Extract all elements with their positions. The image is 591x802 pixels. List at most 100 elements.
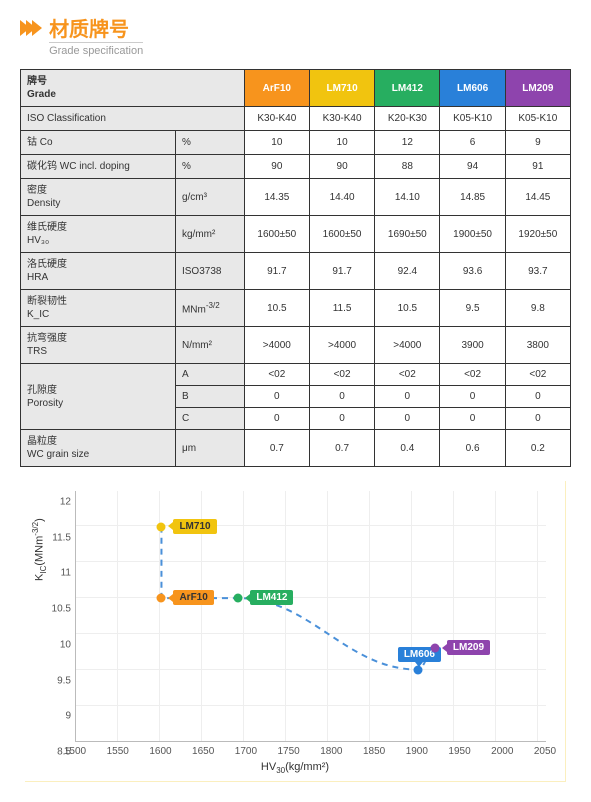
- y-tick: 12: [25, 497, 71, 508]
- value-cell: <02: [505, 364, 570, 386]
- value-cell: 3800: [505, 327, 570, 364]
- y-tick: 10.5: [25, 604, 71, 615]
- unit-cell: μm: [175, 430, 244, 467]
- y-tick: 11.5: [25, 532, 71, 543]
- y-tick: 10: [25, 639, 71, 650]
- unit-cell: ISO3738: [175, 253, 244, 290]
- value-cell: 9: [505, 131, 570, 155]
- row-label: 维氏硬度HV₃₀: [21, 216, 176, 253]
- row-label: 碳化钨 WC incl. doping: [21, 155, 176, 179]
- value-cell: <02: [375, 364, 440, 386]
- chart-marker: [157, 594, 166, 603]
- row-label: ISO Classification: [21, 107, 245, 131]
- col-head-arf10: ArF10: [244, 70, 309, 107]
- value-cell: 0: [440, 386, 505, 408]
- chart-point-label: LM209: [447, 640, 490, 655]
- value-cell: 0.4: [375, 430, 440, 467]
- chart-point-label: LM412: [250, 590, 293, 605]
- x-tick: 1800: [320, 746, 342, 757]
- value-cell: 0: [244, 408, 309, 430]
- value-cell: 90: [244, 155, 309, 179]
- value-cell: 0: [505, 386, 570, 408]
- value-cell: >4000: [375, 327, 440, 364]
- x-tick: 1600: [149, 746, 171, 757]
- value-cell: 0.6: [440, 430, 505, 467]
- value-cell: 14.10: [375, 179, 440, 216]
- value-cell: 3900: [440, 327, 505, 364]
- y-tick: 9.5: [25, 675, 71, 686]
- value-cell: 6: [440, 131, 505, 155]
- value-cell: 0: [244, 386, 309, 408]
- value-cell: 94: [440, 155, 505, 179]
- value-cell: 12: [375, 131, 440, 155]
- value-cell: 91: [505, 155, 570, 179]
- row-label: 晶粒度WC grain size: [21, 430, 176, 467]
- value-cell: K05-K10: [505, 107, 570, 131]
- unit-cell: g/cm³: [175, 179, 244, 216]
- x-tick: 2050: [534, 746, 556, 757]
- value-cell: 90: [309, 155, 374, 179]
- col-head-lm606: LM606: [440, 70, 505, 107]
- value-cell: 14.35: [244, 179, 309, 216]
- value-cell: 0.7: [244, 430, 309, 467]
- row-label: 钴 Co: [21, 131, 176, 155]
- chart-marker: [234, 594, 243, 603]
- value-cell: 0: [375, 386, 440, 408]
- value-cell: K30-K40: [244, 107, 309, 131]
- row-label: 洛氏硬度HRA: [21, 253, 176, 290]
- value-cell: 10.5: [244, 290, 309, 327]
- value-cell: <02: [440, 364, 505, 386]
- chart-x-label: HV30(kg/mm²): [25, 761, 565, 775]
- unit-cell: %: [175, 155, 244, 179]
- value-cell: 0: [375, 408, 440, 430]
- value-cell: 10: [244, 131, 309, 155]
- value-cell: 92.4: [375, 253, 440, 290]
- row-label: 密度Density: [21, 179, 176, 216]
- value-cell: 1900±50: [440, 216, 505, 253]
- chevron-icon: [20, 20, 38, 39]
- row-label: 断裂韧性K_IC: [21, 290, 176, 327]
- value-cell: 0: [309, 408, 374, 430]
- value-cell: 0: [440, 408, 505, 430]
- section-header: 材质牌号 Grade specification: [20, 20, 571, 57]
- value-cell: <02: [244, 364, 309, 386]
- chart-marker: [157, 522, 166, 531]
- porosity-key: A: [175, 364, 244, 386]
- porosity-key: C: [175, 408, 244, 430]
- unit-cell: N/mm²: [175, 327, 244, 364]
- value-cell: 0.7: [309, 430, 374, 467]
- grade-spec-table: 牌号 Grade ArF10 LM710 LM412 LM606 LM209 I…: [20, 69, 571, 467]
- value-cell: 0.2: [505, 430, 570, 467]
- value-cell: 93.6: [440, 253, 505, 290]
- value-cell: 11.5: [309, 290, 374, 327]
- porosity-key: B: [175, 386, 244, 408]
- value-cell: 1690±50: [375, 216, 440, 253]
- value-cell: 1600±50: [309, 216, 374, 253]
- chart-point-label: LM710: [173, 519, 216, 534]
- value-cell: 91.7: [309, 253, 374, 290]
- row-label: 抗弯强度TRS: [21, 327, 176, 364]
- value-cell: 14.40: [309, 179, 374, 216]
- unit-cell: MNm-3/2: [175, 290, 244, 327]
- value-cell: 0: [309, 386, 374, 408]
- title-english: Grade specification: [49, 42, 143, 57]
- y-tick: 9: [25, 711, 71, 722]
- unit-cell: kg/mm²: [175, 216, 244, 253]
- col-head-lm710: LM710: [309, 70, 374, 107]
- value-cell: 10: [309, 131, 374, 155]
- value-cell: 10.5: [375, 290, 440, 327]
- value-cell: K30-K40: [309, 107, 374, 131]
- chart-marker: [430, 644, 439, 653]
- row-label-porosity: 孔隙度Porosity: [21, 364, 176, 430]
- value-cell: >4000: [309, 327, 374, 364]
- unit-cell: %: [175, 131, 244, 155]
- x-tick: 1950: [448, 746, 470, 757]
- value-cell: <02: [309, 364, 374, 386]
- x-tick: 1750: [278, 746, 300, 757]
- value-cell: 91.7: [244, 253, 309, 290]
- value-cell: 14.85: [440, 179, 505, 216]
- value-cell: 1600±50: [244, 216, 309, 253]
- value-cell: >4000: [244, 327, 309, 364]
- value-cell: 0: [505, 408, 570, 430]
- x-tick: 1900: [406, 746, 428, 757]
